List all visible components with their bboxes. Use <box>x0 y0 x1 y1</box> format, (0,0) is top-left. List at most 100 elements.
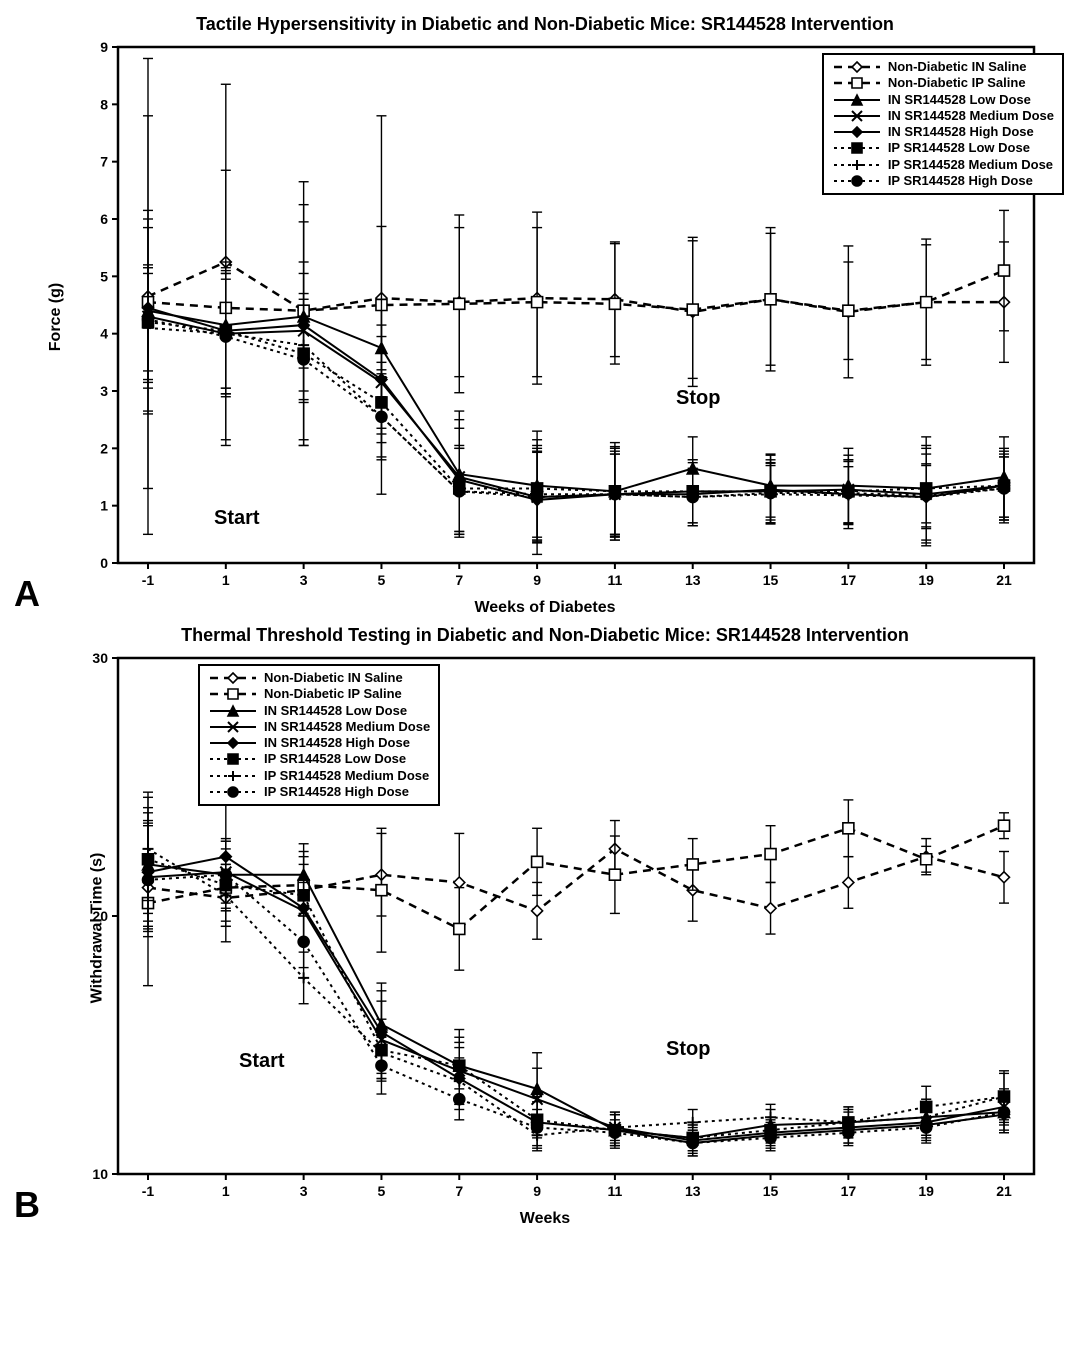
legend-item: IP SR144528 Low Dose <box>832 140 1054 156</box>
annotation-text: Start <box>214 507 260 530</box>
svg-text:7: 7 <box>100 154 108 170</box>
legend-label: IN SR144528 High Dose <box>264 735 410 751</box>
legend-item: IN SR144528 Low Dose <box>832 92 1054 108</box>
svg-text:7: 7 <box>455 572 463 588</box>
legend-label: Non-Diabetic IP Saline <box>264 686 402 702</box>
x-axis-label: Weeks of Diabetes <box>10 599 1080 617</box>
legend-swatch-icon <box>832 93 882 107</box>
svg-text:9: 9 <box>100 39 108 55</box>
legend-swatch-icon <box>832 141 882 155</box>
svg-text:7: 7 <box>455 1183 463 1199</box>
svg-text:15: 15 <box>763 572 779 588</box>
legend-label: Non-Diabetic IN Saline <box>888 59 1027 75</box>
legend-label: IN SR144528 Low Dose <box>264 703 407 719</box>
legend-item: Non-Diabetic IP Saline <box>208 686 430 702</box>
svg-text:3: 3 <box>100 383 108 399</box>
panel-b: Thermal Threshold Testing in Diabetic an… <box>10 625 1080 1228</box>
legend-swatch-icon <box>832 60 882 74</box>
svg-text:2: 2 <box>100 440 108 456</box>
svg-text:19: 19 <box>918 1183 934 1199</box>
svg-text:9: 9 <box>533 572 541 588</box>
svg-text:5: 5 <box>100 268 108 284</box>
legend-item: IN SR144528 Medium Dose <box>208 719 430 735</box>
legend-swatch-icon <box>208 687 258 701</box>
legend-item: IP SR144528 Medium Dose <box>208 768 430 784</box>
legend-label: Non-Diabetic IP Saline <box>888 75 1026 91</box>
svg-text:1: 1 <box>100 498 108 514</box>
legend-item: Non-Diabetic IN Saline <box>208 670 430 686</box>
legend-label: IN SR144528 Medium Dose <box>888 108 1054 124</box>
svg-text:19: 19 <box>918 572 934 588</box>
svg-text:-1: -1 <box>142 1183 155 1199</box>
legend-swatch-icon <box>832 109 882 123</box>
legend-label: IN SR144528 Medium Dose <box>264 719 430 735</box>
legend-swatch-icon <box>832 125 882 139</box>
chart-wrap: 102030-113579111315171921Withdrawal Time… <box>74 648 1080 1208</box>
chart-wrap: 0123456789-113579111315171921Force (g)AS… <box>74 37 1080 597</box>
legend-label: IP SR144528 High Dose <box>264 784 409 800</box>
svg-text:21: 21 <box>996 572 1012 588</box>
annotation-text: Start <box>239 1050 285 1073</box>
legend-label: IP SR144528 Low Dose <box>264 751 406 767</box>
annotation-text: Stop <box>666 1038 710 1061</box>
panel-a: Tactile Hypersensitivity in Diabetic and… <box>10 14 1080 617</box>
legend-swatch-icon <box>832 158 882 172</box>
legend-label: IP SR144528 Medium Dose <box>888 157 1053 173</box>
annotation-text: Stop <box>676 387 720 410</box>
legend-swatch-icon <box>208 752 258 766</box>
svg-text:5: 5 <box>378 572 386 588</box>
svg-text:3: 3 <box>300 572 308 588</box>
legend-item: IP SR144528 High Dose <box>208 784 430 800</box>
svg-text:11: 11 <box>608 572 623 588</box>
legend-item: IP SR144528 High Dose <box>832 173 1054 189</box>
legend-item: IP SR144528 Low Dose <box>208 751 430 767</box>
svg-text:17: 17 <box>841 1183 857 1199</box>
svg-text:17: 17 <box>841 572 857 588</box>
y-axis-label: Force (g) <box>47 283 65 351</box>
legend-label: IN SR144528 High Dose <box>888 124 1034 140</box>
svg-text:11: 11 <box>608 1183 623 1199</box>
legend-item: Non-Diabetic IN Saline <box>832 59 1054 75</box>
svg-text:1: 1 <box>222 572 230 588</box>
legend-item: IP SR144528 Medium Dose <box>832 157 1054 173</box>
legend-swatch-icon <box>208 736 258 750</box>
panel-letter: A <box>14 573 40 615</box>
legend: Non-Diabetic IN SalineNon-Diabetic IP Sa… <box>822 53 1064 195</box>
legend-item: IN SR144528 Medium Dose <box>832 108 1054 124</box>
svg-text:8: 8 <box>100 96 108 112</box>
legend-swatch-icon <box>208 769 258 783</box>
svg-text:15: 15 <box>763 1183 779 1199</box>
legend-swatch-icon <box>208 785 258 799</box>
panel-title: Thermal Threshold Testing in Diabetic an… <box>10 625 1080 646</box>
figure: Tactile Hypersensitivity in Diabetic and… <box>10 14 1080 1228</box>
svg-text:21: 21 <box>996 1183 1012 1199</box>
svg-text:1: 1 <box>222 1183 230 1199</box>
legend: Non-Diabetic IN SalineNon-Diabetic IP Sa… <box>198 664 440 806</box>
legend-item: IN SR144528 High Dose <box>208 735 430 751</box>
legend-label: IP SR144528 Low Dose <box>888 140 1030 156</box>
svg-text:3: 3 <box>300 1183 308 1199</box>
legend-swatch-icon <box>208 704 258 718</box>
legend-label: Non-Diabetic IN Saline <box>264 670 403 686</box>
svg-text:13: 13 <box>685 1183 701 1199</box>
svg-text:4: 4 <box>100 326 108 342</box>
svg-text:6: 6 <box>100 211 108 227</box>
legend-label: IN SR144528 Low Dose <box>888 92 1031 108</box>
panel-letter: B <box>14 1184 40 1226</box>
legend-swatch-icon <box>208 671 258 685</box>
legend-label: IP SR144528 Medium Dose <box>264 768 429 784</box>
legend-item: IN SR144528 High Dose <box>832 124 1054 140</box>
legend-label: IP SR144528 High Dose <box>888 173 1033 189</box>
svg-text:13: 13 <box>685 572 701 588</box>
svg-text:10: 10 <box>92 1166 108 1182</box>
panel-title: Tactile Hypersensitivity in Diabetic and… <box>10 14 1080 35</box>
svg-text:5: 5 <box>378 1183 386 1199</box>
svg-text:-1: -1 <box>142 572 155 588</box>
legend-swatch-icon <box>832 76 882 90</box>
svg-text:0: 0 <box>100 555 108 571</box>
x-axis-label: Weeks <box>10 1210 1080 1228</box>
y-axis-label: Withdrawal Time (s) <box>88 853 106 1004</box>
legend-swatch-icon <box>832 174 882 188</box>
legend-item: Non-Diabetic IP Saline <box>832 75 1054 91</box>
legend-item: IN SR144528 Low Dose <box>208 703 430 719</box>
